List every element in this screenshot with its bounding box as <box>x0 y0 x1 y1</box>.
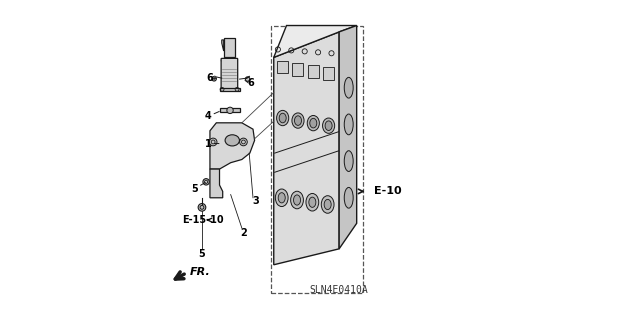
Polygon shape <box>210 169 223 198</box>
Circle shape <box>203 179 209 185</box>
Ellipse shape <box>344 188 353 208</box>
Bar <box>271 26 363 293</box>
Ellipse shape <box>344 151 353 172</box>
Ellipse shape <box>225 135 239 146</box>
Ellipse shape <box>291 191 303 209</box>
Circle shape <box>239 138 247 146</box>
Text: E-15-10: E-15-10 <box>182 215 224 225</box>
Ellipse shape <box>307 115 319 131</box>
Text: 5: 5 <box>191 184 198 194</box>
Polygon shape <box>274 32 339 265</box>
Polygon shape <box>220 108 240 112</box>
Polygon shape <box>224 38 236 57</box>
Ellipse shape <box>344 77 353 98</box>
Polygon shape <box>221 40 223 51</box>
Ellipse shape <box>276 110 289 126</box>
Text: SLN4E0410A: SLN4E0410A <box>310 285 369 295</box>
Ellipse shape <box>278 193 285 203</box>
Text: 3: 3 <box>253 196 260 206</box>
Ellipse shape <box>324 199 331 210</box>
Circle shape <box>227 107 233 114</box>
Polygon shape <box>274 26 356 57</box>
Ellipse shape <box>309 197 316 207</box>
Text: E-10: E-10 <box>374 186 401 197</box>
Polygon shape <box>210 123 255 169</box>
Ellipse shape <box>344 114 353 135</box>
Ellipse shape <box>292 113 304 128</box>
Circle shape <box>209 138 217 146</box>
Text: FR.: FR. <box>190 267 211 277</box>
Polygon shape <box>339 26 356 249</box>
Ellipse shape <box>323 118 335 133</box>
Ellipse shape <box>310 118 317 128</box>
Circle shape <box>198 204 206 211</box>
Ellipse shape <box>306 193 319 211</box>
Ellipse shape <box>294 116 301 125</box>
Ellipse shape <box>321 196 334 213</box>
Text: 4: 4 <box>204 111 211 122</box>
Text: 6: 6 <box>207 73 213 83</box>
Ellipse shape <box>221 58 237 63</box>
Ellipse shape <box>325 121 332 130</box>
Bar <box>323 67 334 80</box>
Bar <box>308 65 319 78</box>
Ellipse shape <box>294 195 301 205</box>
Ellipse shape <box>275 189 288 207</box>
Circle shape <box>245 77 250 81</box>
Bar <box>277 61 288 73</box>
Circle shape <box>212 77 216 81</box>
Bar <box>292 63 303 76</box>
Text: 6: 6 <box>248 78 254 88</box>
Text: 1: 1 <box>205 138 212 149</box>
Text: 2: 2 <box>240 228 247 238</box>
Ellipse shape <box>279 113 286 123</box>
FancyBboxPatch shape <box>221 58 237 90</box>
Polygon shape <box>220 88 239 91</box>
Text: 5: 5 <box>198 249 205 259</box>
